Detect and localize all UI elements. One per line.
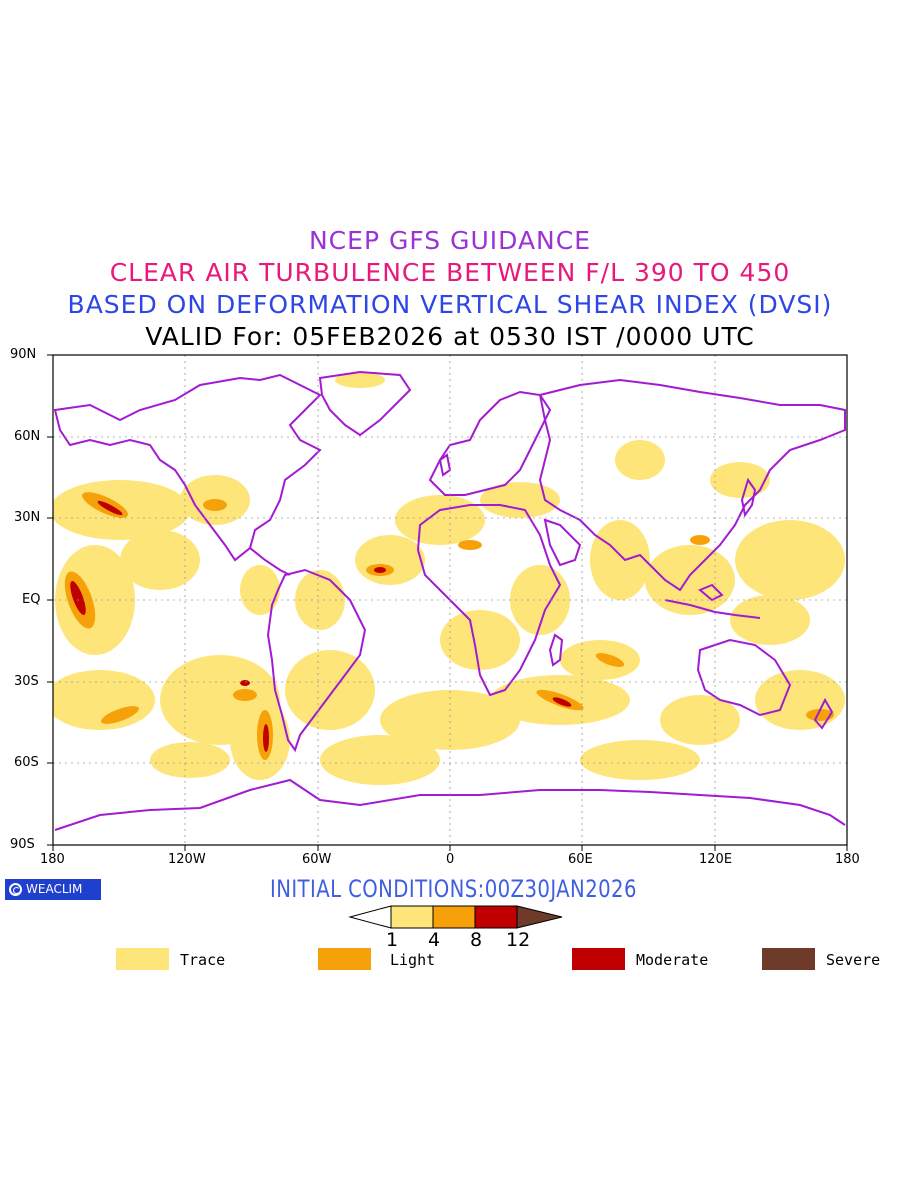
legend-swatch-light [318,948,371,970]
weaclim-logo: WEACLIM [5,879,101,900]
lat-label-60n: 60N [14,429,41,444]
legend-swatch-moderate [572,948,625,970]
legend-label-trace: Trace [180,951,226,969]
lon-label-180e: 180 [835,852,860,867]
trace-areas [53,372,845,785]
legend-swatch-severe [762,948,815,970]
colorbar-label-4: 4 [428,929,441,951]
lat-label-60s: 60S [14,755,39,770]
copyright-icon [9,883,22,896]
lat-label-30s: 30S [14,674,39,689]
lon-label-120w: 120W [168,852,206,867]
lon-label-0: 0 [446,852,455,867]
lat-label-eq: EQ [22,592,41,607]
colorbar-label-8: 8 [470,929,483,951]
lon-label-180w: 180 [40,852,65,867]
initial-conditions: INITIAL CONDITIONS:00Z30JAN2026 [270,875,637,903]
lat-label-30n: 30N [14,510,41,525]
moderate-areas [70,500,572,752]
legend-label-light: Light [390,951,436,969]
tick-marks [47,354,848,851]
legend-label-severe: Severe [826,951,881,969]
colorbar-label-1: 1 [386,929,399,951]
lat-label-90s: 90S [10,837,35,852]
legend-label-moderate: Moderate [636,951,709,969]
title-line-1: NCEP GFS GUIDANCE [308,226,591,255]
weaclim-label: WEACLIM [26,882,83,896]
graticule [53,355,847,845]
legend-swatch-trace [116,948,169,970]
title-line-2: CLEAR AIR TURBULENCE BETWEEN F/L 390 TO … [109,258,791,287]
colorbar-label-12: 12 [506,929,531,951]
turbulence-field [53,372,845,785]
lon-label-120e: 120E [699,852,733,867]
valid-time: VALID For: 05FEB2026 at 0530 IST /0000 U… [145,322,755,351]
lon-label-60w: 60W [302,852,332,867]
title-line-3: BASED ON DEFORMATION VERTICAL SHEAR INDE… [67,290,833,319]
lon-label-60e: 60E [568,852,593,867]
lat-label-90n: 90N [10,347,37,362]
